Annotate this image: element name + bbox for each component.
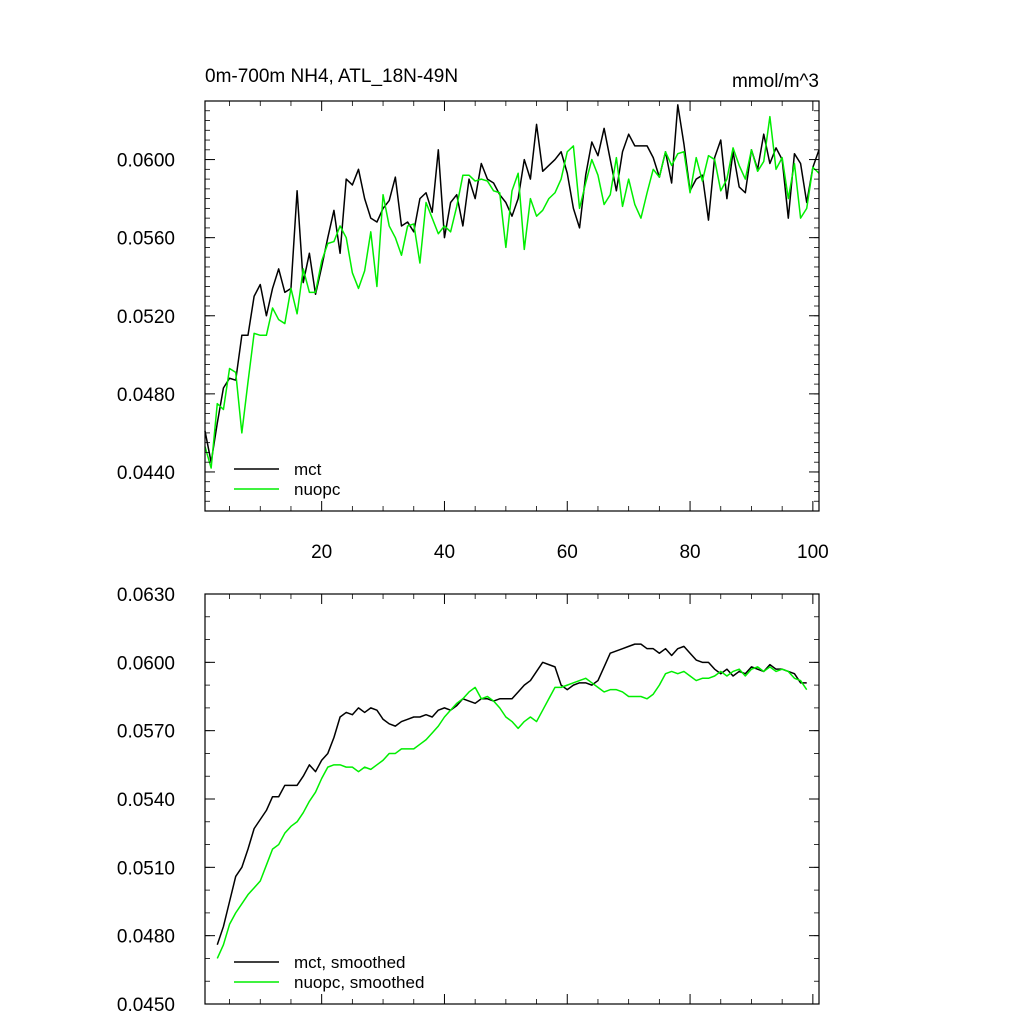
bottom-panel: 0.0450 0.0480 0.0510 0.0540 0.0570 0.0600 0.06… — [117, 585, 820, 1016]
series-line-mct — [204, 104, 820, 463]
x-tick-label: 20 — [311, 542, 332, 563]
y-tick-label: 0.0520 — [117, 307, 175, 328]
series-line-mct-smoothed — [216, 643, 807, 946]
y-tick-label: 0.0480 — [117, 927, 175, 948]
top-panel-title: 0m-700m NH4, ATL_18N-49N — [205, 66, 458, 87]
y-tick-label: 0.0600 — [117, 151, 175, 172]
y-tick-label: 0.0450 — [117, 995, 175, 1016]
legend-label-nuopc: nuopc — [294, 480, 341, 499]
x-tick-label: 60 — [557, 542, 578, 563]
y-tick-label: 0.0600 — [117, 653, 175, 674]
top-plot-area — [204, 104, 820, 469]
y-tick-label: 0.0560 — [117, 229, 175, 250]
y-tick-label: 0.0480 — [117, 385, 175, 406]
top-panel: 0m-700m NH4, ATL_18N-49N mmol/m^3 0.0440… — [117, 66, 829, 563]
bottom-panel-ticks: 0.0450 0.0480 0.0510 0.0540 0.0570 0.0600 0.06… — [117, 585, 819, 1016]
x-tick-label: 40 — [434, 542, 455, 563]
y-tick-label: 0.0570 — [117, 722, 175, 743]
legend-label-mct-smoothed: mct, smoothed — [294, 953, 406, 972]
series-line-nuopc-smoothed — [216, 666, 808, 959]
top-panel-ticks: 0.0440 0.0480 0.0520 0.0560 0.0600 20 40 60 80 10… — [117, 100, 829, 563]
y-tick-label: 0.0440 — [117, 463, 175, 484]
y-tick-label: 0.0510 — [117, 858, 175, 879]
y-tick-label: 0.0540 — [117, 790, 175, 811]
y-tick-label: 0.0630 — [117, 585, 175, 606]
bottom-panel-legend: mct, smoothed nuopc, smoothed — [234, 953, 424, 992]
legend-label-nuopc-smoothed: nuopc, smoothed — [294, 973, 424, 992]
x-tick-label: 80 — [679, 542, 700, 563]
top-panel-frame — [204, 100, 820, 512]
x-tick-label: 100 — [797, 542, 829, 563]
top-panel-units: mmol/m^3 — [732, 71, 819, 92]
bottom-panel-frame — [204, 593, 820, 1005]
top-panel-legend: mct nuopc — [234, 460, 341, 499]
legend-label-mct: mct — [294, 460, 322, 479]
series-line-nuopc — [204, 115, 820, 469]
bottom-plot-area — [216, 643, 808, 959]
